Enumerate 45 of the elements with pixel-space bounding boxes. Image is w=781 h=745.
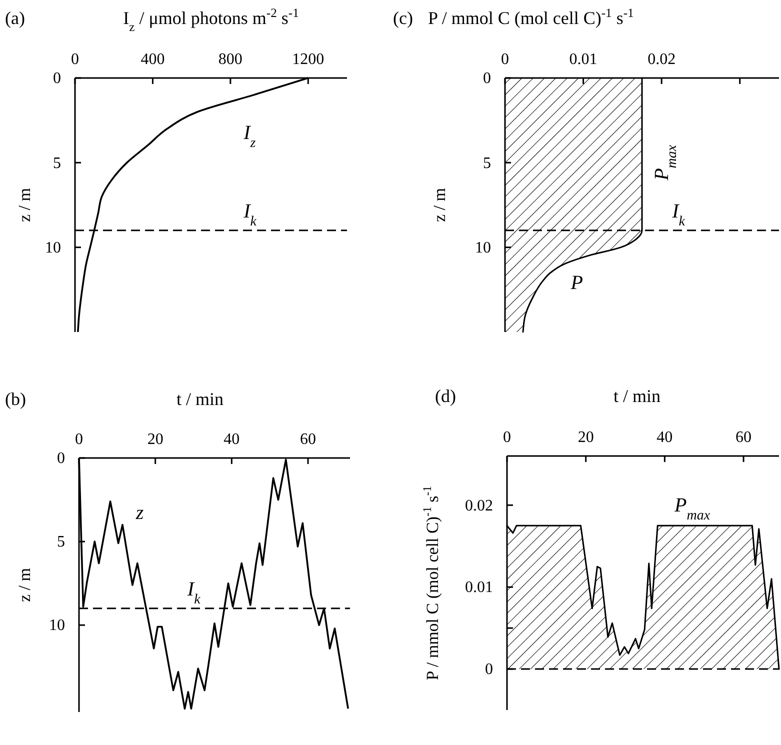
x-tick-label: 40	[224, 431, 240, 448]
ref-line-label: I$_{k}$	[186, 578, 202, 607]
chart-title: (b)	[5, 389, 26, 409]
y-tick-label: 10	[475, 239, 491, 256]
x-tick-label: 0.02	[648, 51, 676, 68]
y-tick-label: 0	[57, 450, 65, 468]
y-tick-label: 5	[483, 154, 491, 172]
x-tick-label: 0	[501, 51, 509, 68]
y-tick-label: 0	[485, 661, 493, 678]
x-axis-title: P / mmol C (mol cell C)$^{-1}$ s$^{-1}$	[428, 6, 634, 28]
x-tick-label: 20	[147, 431, 164, 448]
y-tick-label: 0.02	[465, 497, 493, 514]
x-tick-label: 1200	[292, 51, 324, 68]
x-tick-label: 0	[503, 429, 511, 446]
y-axis-title: z / m	[15, 188, 34, 222]
ref-line-label: I$_{k}$	[671, 200, 686, 229]
chart-title: (c)	[393, 8, 413, 28]
series-label: P	[570, 272, 583, 294]
x-tick-label: 40	[656, 429, 673, 446]
chart-title: (d)	[435, 386, 456, 406]
series-label: I$_{z}$	[242, 122, 256, 150]
y-tick-label: 5	[53, 154, 61, 172]
series-label: z	[134, 502, 144, 524]
annotation: P$_{max}$	[674, 494, 711, 524]
y-tick-label: 0	[53, 70, 61, 88]
x-axis-title: I$_{z}$ / μmol photons m$^{-2}$ s$^{-1}$	[123, 6, 299, 34]
x-tick-label: 0	[71, 51, 79, 68]
x-tick-label: 400	[140, 51, 165, 68]
x-tick-label: 20	[578, 429, 594, 446]
x-axis-title: t / min	[176, 389, 224, 409]
x-tick-label: 800	[218, 51, 242, 68]
y-tick-label: 0	[483, 70, 491, 88]
y-tick-label: 10	[49, 617, 65, 634]
ref-line-label: I$_{k}$	[242, 200, 258, 229]
y-tick-label: 5	[57, 534, 65, 551]
y-tick-label: 10	[45, 239, 61, 256]
chart-title: (a)	[5, 8, 25, 28]
y-axis-title: z / m	[15, 568, 34, 602]
x-tick-label: 60	[300, 431, 316, 448]
x-tick-label: 0	[75, 431, 83, 448]
y-axis-title: z / m	[430, 188, 449, 222]
x-tick-label: 0.01	[569, 51, 598, 68]
x-axis-title: t / min	[613, 386, 661, 406]
x-tick-label: 60	[736, 429, 752, 446]
y-tick-label: 0.01	[465, 579, 493, 596]
